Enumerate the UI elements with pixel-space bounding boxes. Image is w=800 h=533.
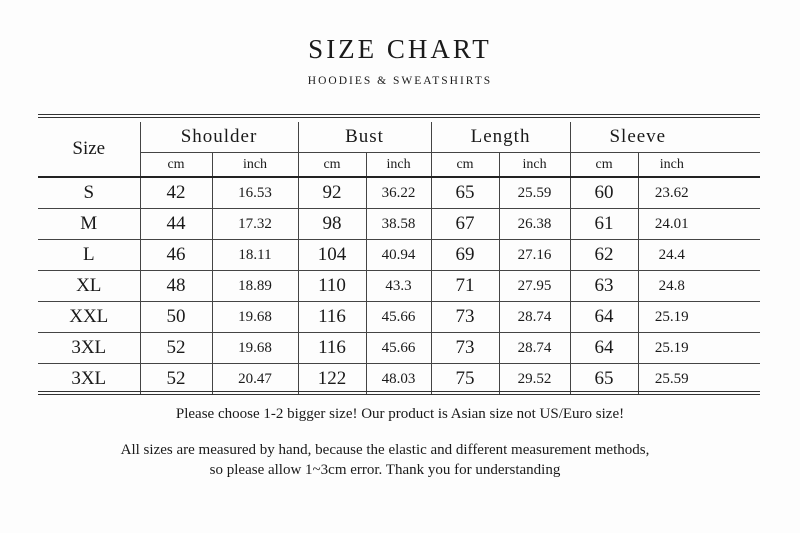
cell-size: 3XL [38, 332, 140, 364]
cell-shoulder-inch: 16.53 [211, 177, 299, 209]
measurement-disclaimer: All sizes are measured by hand, because … [120, 442, 650, 478]
cell-shoulder-inch: 19.68 [211, 332, 299, 364]
sleeve-header: Sleeve [569, 122, 761, 153]
cell-sleeve-inch: 24.4 [637, 239, 761, 271]
unit-header-cm: cm [569, 152, 639, 178]
unit-header-cm: cm [430, 152, 500, 178]
length-header: Length [430, 122, 571, 153]
cell-length-cm: 73 [430, 332, 500, 364]
cell-shoulder-inch: 20.47 [211, 363, 299, 394]
page-subtitle: HOODIES & SWEATSHIRTS [307, 75, 493, 87]
cell-length-cm: 75 [430, 363, 500, 394]
unit-header-inch: inch [365, 152, 432, 178]
cell-bust-cm: 92 [297, 177, 367, 209]
cell-length-cm: 69 [430, 239, 500, 271]
cell-sleeve-cm: 60 [569, 177, 639, 209]
cell-size: M [38, 208, 140, 240]
cell-size: L [38, 239, 140, 271]
bottom-divider [38, 391, 760, 395]
table-row: S 42 16.53 92 36.22 65 25.59 60 23.62 [38, 177, 761, 209]
unit-header-inch: inch [211, 152, 299, 178]
bust-header: Bust [297, 122, 432, 153]
table-row: 3XL 52 20.47 122 48.03 75 29.52 65 25.59 [38, 363, 761, 394]
cell-sleeve-cm: 61 [569, 208, 639, 240]
cell-bust-cm: 116 [297, 301, 367, 333]
cell-shoulder-cm: 42 [139, 177, 212, 209]
cell-length-inch: 29.52 [498, 363, 571, 394]
cell-sleeve-cm: 63 [569, 270, 639, 302]
cell-bust-cm: 110 [297, 270, 367, 302]
cell-length-inch: 25.59 [498, 177, 571, 209]
cell-sleeve-cm: 64 [569, 332, 639, 364]
cell-sleeve-inch: 25.19 [637, 301, 761, 333]
cell-size: XXL [38, 301, 140, 333]
cell-size: XL [38, 270, 140, 302]
cell-shoulder-inch: 18.11 [211, 239, 299, 271]
cell-bust-cm: 122 [297, 363, 367, 394]
cell-length-inch: 27.16 [498, 239, 571, 271]
cell-sleeve-inch: 25.19 [637, 332, 761, 364]
cell-bust-inch: 43.3 [365, 270, 432, 302]
page-title: SIZE CHART [308, 34, 492, 64]
cell-length-cm: 73 [430, 301, 500, 333]
cell-bust-inch: 48.03 [365, 363, 432, 394]
table-row: XXL 50 19.68 116 45.66 73 28.74 64 25.19 [38, 301, 761, 333]
cell-bust-cm: 104 [297, 239, 367, 271]
cell-length-cm: 67 [430, 208, 500, 240]
shoulder-header: Shoulder [139, 122, 299, 153]
cell-bust-inch: 38.58 [365, 208, 432, 240]
cell-sleeve-cm: 64 [569, 301, 639, 333]
size-advice-note: Please choose 1-2 bigger size! Our produ… [175, 406, 625, 422]
cell-shoulder-inch: 18.89 [211, 270, 299, 302]
cell-shoulder-inch: 19.68 [211, 301, 299, 333]
cell-length-inch: 26.38 [498, 208, 571, 240]
size-table: Size Shoulder Bust Length Sleeve cm inch c… [38, 122, 761, 394]
cell-sleeve-inch: 23.62 [637, 177, 761, 209]
cell-bust-inch: 40.94 [365, 239, 432, 271]
cell-size: 3XL [71, 368, 107, 389]
cell-length-cm: 65 [430, 177, 500, 209]
cell-bust-inch: 36.22 [365, 177, 432, 209]
cell-shoulder-cm: 44 [139, 208, 212, 240]
cell-shoulder-cm: 46 [139, 239, 212, 271]
table-row: L 46 18.11 104 40.94 69 27.16 62 24.4 [38, 239, 761, 271]
cell-sleeve-cm: 62 [569, 239, 639, 271]
unit-header-cm: cm [297, 152, 367, 178]
cell-size: S [38, 177, 140, 209]
unit-header-inch: inch [498, 152, 571, 178]
cell-sleeve-inch: 25.59 [637, 363, 761, 394]
cell-shoulder-cm: 50 [139, 301, 212, 333]
cell-shoulder-inch: 17.32 [211, 208, 299, 240]
cell-length-cm: 71 [430, 270, 500, 302]
cell-shoulder-cm: 48 [139, 270, 212, 302]
cell-length-inch: 27.95 [498, 270, 571, 302]
size-header: Size [38, 122, 140, 178]
cell-shoulder-cm: 52 [139, 363, 212, 394]
table-row: 3XL 52 19.68 116 45.66 73 28.74 64 25.19 [38, 332, 761, 364]
cell-bust-inch: 45.66 [365, 301, 432, 333]
unit-header-inch: inch [637, 152, 761, 178]
cell-sleeve-inch: 24.01 [637, 208, 761, 240]
unit-header-cm: cm [139, 152, 212, 178]
top-divider [38, 114, 760, 118]
cell-bust-inch: 45.66 [365, 332, 432, 364]
cell-bust-cm: 98 [297, 208, 367, 240]
cell-shoulder-cm: 52 [139, 332, 212, 364]
table-row: XL 48 18.89 110 43.3 71 27.95 63 24.8 [38, 270, 761, 302]
cell-sleeve-cm: 65 [569, 363, 639, 394]
cell-length-inch: 28.74 [498, 332, 571, 364]
cell-bust-cm: 116 [297, 332, 367, 364]
table-row: M 44 17.32 98 38.58 67 26.38 61 24.01 [38, 208, 761, 240]
cell-length-inch: 28.74 [498, 301, 571, 333]
cell-sleeve-inch: 24.8 [637, 270, 761, 302]
